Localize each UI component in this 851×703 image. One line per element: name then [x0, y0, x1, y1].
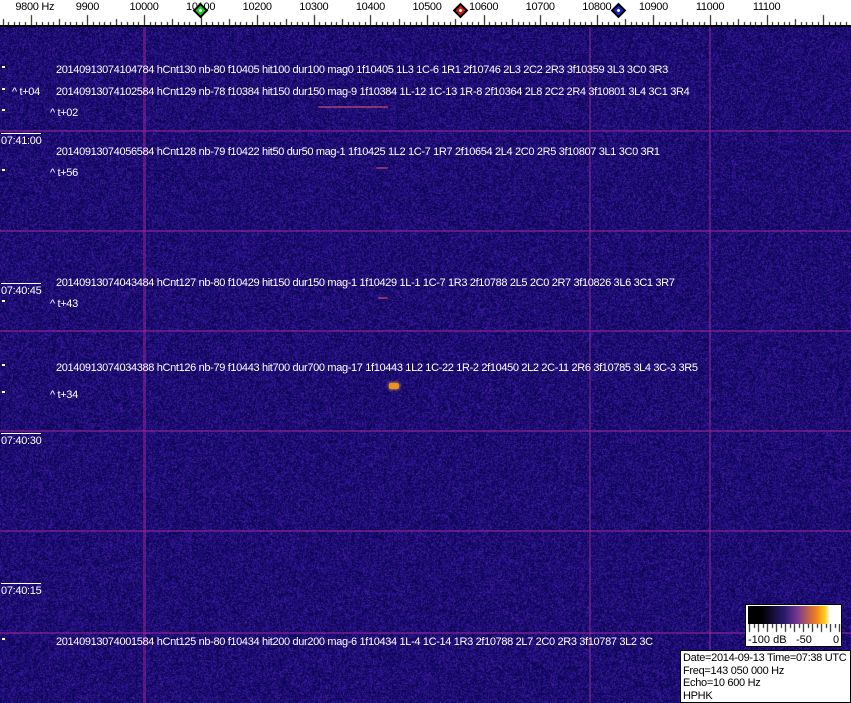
info-echo: Echo=10 600 Hz — [683, 677, 848, 690]
event-tick — [2, 66, 5, 68]
info-date-time: Date=2014-09-13 Time=07:38 UTC — [683, 652, 848, 665]
detection-line: 20140913074034388 hCnt126 nb-79 f10443 h… — [56, 362, 698, 374]
grid-line-horizontal — [0, 632, 851, 634]
event-tick — [2, 391, 5, 393]
detection-offset: ^ t+43 — [50, 298, 78, 310]
detection-line: 20140913074104784 hCnt130 nb-80 f10405 h… — [56, 64, 668, 76]
color-scale-label: 0 — [833, 634, 839, 646]
detection-offset: ^ t+04 — [12, 86, 40, 98]
frequency-label: 10800 — [582, 1, 611, 13]
detection-offset: ^ t+34 — [50, 389, 78, 401]
detection-offset: ^ t+56 — [50, 167, 78, 179]
event-tick — [2, 638, 5, 640]
info-frequency: Freq=143 050 000 Hz — [683, 665, 848, 678]
grid-line-vertical — [709, 27, 711, 703]
color-scale-ticks — [746, 624, 841, 633]
frequency-label: 10400 — [356, 1, 385, 13]
color-gradient — [748, 606, 839, 624]
frequency-label: 9900 — [76, 1, 99, 13]
echo-trace — [376, 167, 388, 169]
frequency-label: 10700 — [526, 1, 555, 13]
frequency-label: 11000 — [696, 1, 724, 13]
frequency-axis: 9800 Hz990010000101001020010300104001050… — [0, 0, 851, 27]
detection-line: 20140913074001584 hCnt125 nb-80 f10434 h… — [56, 636, 653, 648]
time-label: 07:40:30 — [1, 433, 41, 447]
info-box: Date=2014-09-13 Time=07:38 UTC Freq=143 … — [680, 650, 851, 703]
frequency-label: 10500 — [412, 1, 441, 13]
frequency-label: 9800 Hz — [15, 1, 54, 13]
time-label: 07:40:15 — [1, 583, 41, 597]
frequency-ticks — [0, 14, 851, 27]
event-tick — [2, 364, 5, 366]
echo-trace — [378, 297, 388, 299]
detection-offset: ^ t+02 — [50, 107, 78, 119]
echo-trace — [318, 106, 388, 108]
frequency-label: 10900 — [639, 1, 668, 13]
frequency-label: 11100 — [753, 1, 780, 13]
color-scale-label: -50 — [796, 634, 812, 646]
frequency-label: 10000 — [129, 1, 158, 13]
event-tick — [2, 88, 5, 90]
frequency-label: 10300 — [299, 1, 328, 13]
grid-line-horizontal — [0, 530, 851, 532]
detection-line: 20140913074102584 hCnt129 nb-78 f10384 h… — [56, 86, 689, 98]
event-tick — [2, 109, 5, 111]
info-station: HPHK — [683, 690, 848, 703]
time-label: 07:41:00 — [1, 133, 41, 147]
color-scale-legend: -100 dB -50 0 — [745, 604, 842, 647]
detection-line: 20140913074043484 hCnt127 nb-80 f10429 h… — [56, 277, 675, 289]
grid-line-horizontal — [0, 430, 851, 432]
event-tick — [2, 169, 5, 171]
detection-line: 20140913074056584 hCnt128 nb-79 f10422 h… — [56, 146, 660, 158]
event-tick — [2, 300, 5, 302]
grid-line-horizontal — [0, 230, 851, 232]
grid-line-horizontal — [0, 330, 851, 332]
grid-line-horizontal — [0, 130, 851, 132]
frequency-label: 10600 — [469, 1, 498, 13]
meteor-echo — [389, 383, 399, 389]
time-label: 07:40:45 — [1, 283, 41, 297]
frequency-label: 10200 — [243, 1, 272, 13]
color-scale-label: -100 dB — [748, 634, 787, 646]
